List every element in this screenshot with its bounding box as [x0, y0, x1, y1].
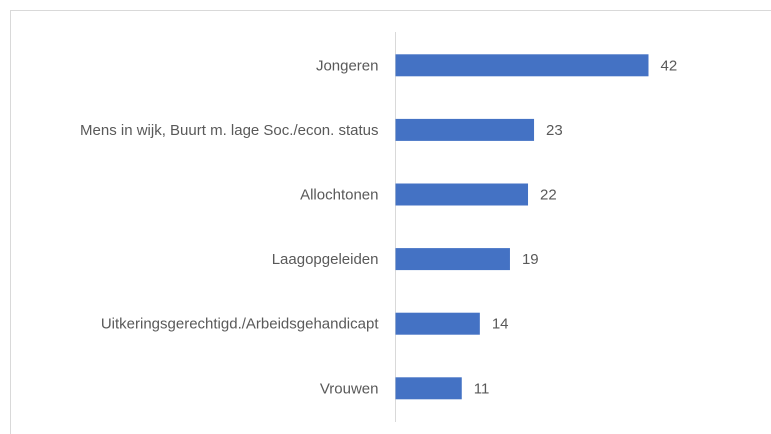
chart-border: [10, 10, 771, 434]
y-tick-label: Laagopgeleiden: [272, 251, 379, 268]
y-tick-label: Jongeren: [316, 57, 379, 74]
bar: [395, 118, 535, 141]
y-tick-label: Vrouwen: [320, 380, 379, 397]
data-label: 42: [661, 57, 678, 74]
y-tick-label: Allochtonen: [300, 186, 378, 203]
bar: [395, 312, 480, 335]
y-tick-label: Mens in wijk, Buurt m. lage Soc./econ. s…: [80, 122, 378, 139]
y-tick-label: Uitkeringsgerechtigd./Arbeidsgehandicapt: [101, 316, 380, 333]
data-label: 22: [540, 186, 557, 203]
bar: [395, 377, 462, 400]
data-label: 23: [546, 122, 563, 139]
bar: [395, 183, 529, 206]
bar: [395, 54, 649, 77]
data-label: 14: [492, 316, 509, 333]
data-label: 19: [522, 251, 539, 268]
bar: [395, 248, 510, 271]
data-label: 11: [474, 380, 490, 397]
